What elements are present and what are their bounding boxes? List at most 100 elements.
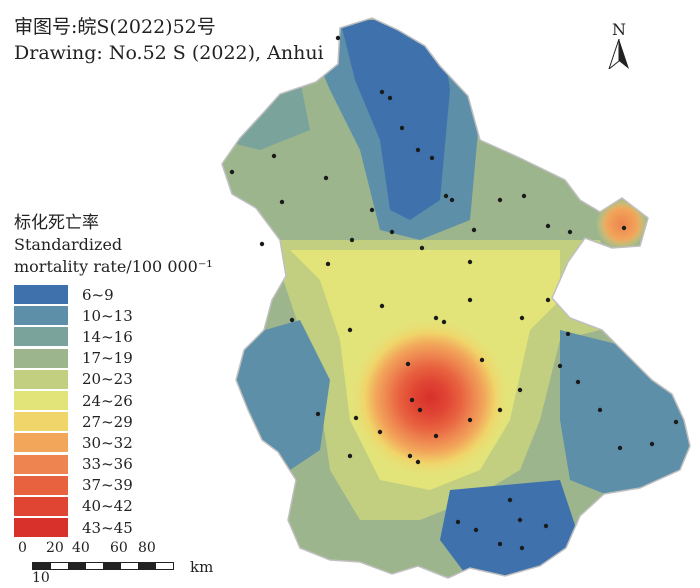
monitoring-site-marker: [441, 319, 447, 325]
legend-label: 33~36: [82, 455, 133, 474]
monitoring-site-marker: [507, 497, 513, 503]
monitoring-site-marker: [517, 387, 523, 393]
monitoring-site-marker: [565, 331, 571, 337]
legend-title-cn: 标化死亡率: [14, 213, 99, 233]
monitoring-site-marker: [497, 407, 503, 413]
legend-swatch: [14, 391, 68, 411]
monitoring-site-marker: [323, 175, 329, 181]
legend-items: 6~9 10~13 14~16 17~19 20~23 24~26 27~29 30~32 33…: [14, 284, 213, 538]
monitoring-site-marker: [379, 303, 385, 309]
scale-ticks: 0 20 40 60 80: [18, 540, 218, 558]
scale-tick-label: 40: [72, 540, 90, 556]
legend-swatch: [14, 306, 68, 326]
monitoring-site-marker: [279, 199, 285, 205]
legend-swatch: [14, 327, 68, 347]
scale-minor-tick: 10: [32, 570, 50, 586]
legend-swatch: [14, 285, 68, 305]
monitoring-site-marker: [289, 317, 295, 323]
monitoring-site-marker: [429, 155, 435, 161]
legend-label: 27~29: [82, 412, 133, 431]
legend-item: 10~13: [14, 305, 213, 326]
monitoring-site-marker: [325, 261, 331, 267]
monitoring-site-marker: [419, 245, 425, 251]
monitoring-site-marker: [379, 89, 385, 95]
north-arrow-icon: [607, 38, 629, 71]
scale-tick-label: 60: [110, 540, 128, 556]
monitoring-site-marker: [649, 441, 655, 447]
monitoring-site-marker: [621, 225, 627, 231]
legend-label: 43~45: [82, 518, 133, 537]
monitoring-site-marker: [673, 419, 679, 425]
map-header: 审图号:皖S(2022)52号 Drawing: No.52 S (2022),…: [14, 14, 324, 66]
monitoring-site-marker: [479, 357, 485, 363]
monitoring-site-marker: [369, 207, 375, 213]
legend-label: 37~39: [82, 476, 133, 495]
legend-item: 20~23: [14, 369, 213, 390]
monitoring-site-marker: [443, 193, 449, 199]
legend-label: 10~13: [82, 306, 133, 325]
monitoring-site-marker: [271, 153, 277, 159]
monitoring-site-marker: [415, 147, 421, 153]
monitoring-site-marker: [389, 229, 395, 235]
legend-item: 17~19: [14, 348, 213, 369]
legend-swatch: [14, 412, 68, 432]
monitoring-site-marker: [449, 197, 455, 203]
legend-item: 33~36: [14, 454, 213, 475]
north-label: N: [612, 20, 626, 39]
legend-swatch: [14, 496, 68, 516]
legend-swatch: [14, 454, 68, 474]
monitoring-site-marker: [617, 445, 623, 451]
monitoring-site-marker: [545, 297, 551, 303]
monitoring-site-marker: [409, 397, 415, 403]
monitoring-site-marker: [387, 95, 393, 101]
monitoring-site-marker: [557, 363, 563, 369]
monitoring-site-marker: [517, 517, 523, 523]
legend-label: 14~16: [82, 327, 133, 346]
drawing-number: Drawing: No.52 S (2022), Anhui: [14, 42, 324, 64]
legend-item: 37~39: [14, 475, 213, 496]
monitoring-site-marker: [417, 407, 423, 413]
monitoring-site-marker: [597, 407, 603, 413]
legend-item: 40~42: [14, 496, 213, 517]
legend-item: 24~26: [14, 390, 213, 411]
legend-item: 30~32: [14, 432, 213, 453]
legend-unit: mortality rate/100 000⁻¹: [14, 257, 213, 276]
monitoring-site-marker: [545, 223, 551, 229]
monitoring-site-marker: [473, 527, 479, 533]
monitoring-site-marker: [567, 229, 573, 235]
monitoring-site-marker: [377, 429, 383, 435]
scale-tick-label: 20: [46, 540, 64, 556]
monitoring-site-marker: [229, 169, 235, 175]
approval-number: 审图号:皖S(2022)52号: [14, 16, 216, 38]
monitoring-site-marker: [471, 227, 477, 233]
monitoring-site-marker: [519, 545, 525, 551]
monitoring-site-marker: [575, 379, 581, 385]
monitoring-site-marker: [543, 523, 549, 529]
monitoring-site-marker: [259, 241, 265, 247]
legend-swatch: [14, 433, 68, 453]
map-legend: 标化死亡率 Standardized mortality rate/100 00…: [14, 212, 213, 538]
monitoring-site-marker: [455, 519, 461, 525]
legend-swatch: [14, 348, 68, 368]
legend-item: 14~16: [14, 326, 213, 347]
monitoring-site-marker: [433, 315, 439, 321]
scale-bar: 0 20 40 60 80 10 km: [18, 540, 218, 588]
monitoring-site-marker: [519, 315, 525, 321]
legend-swatch: [14, 369, 68, 389]
legend-title-en: Standardized: [14, 235, 123, 254]
monitoring-site-marker: [399, 125, 405, 131]
monitoring-site-marker: [405, 361, 411, 367]
scale-tick-label: 80: [138, 540, 156, 556]
legend-label: 17~19: [82, 349, 133, 368]
monitoring-site-marker: [347, 453, 353, 459]
legend-swatch: [14, 475, 68, 495]
monitoring-site-marker: [497, 197, 503, 203]
monitoring-site-marker: [315, 411, 321, 417]
scale-tick-label: 0: [18, 540, 27, 556]
legend-label: 40~42: [82, 497, 133, 516]
monitoring-site-marker: [467, 417, 473, 423]
monitoring-site-marker: [335, 35, 341, 41]
legend-swatch: [14, 518, 68, 538]
legend-label: 24~26: [82, 391, 133, 410]
